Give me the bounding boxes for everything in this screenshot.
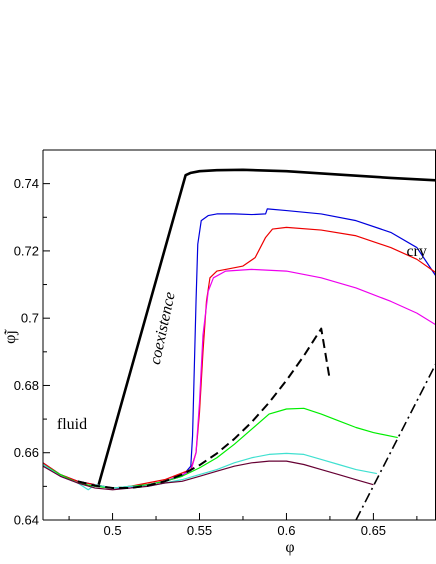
y-tick-label: 0.66: [14, 445, 39, 460]
y-tick-label: 0.74: [14, 176, 39, 191]
annotations: fluid coexistence cry: [57, 243, 427, 433]
x-tick-label: 0.6: [277, 523, 295, 538]
series-line-8: [77, 327, 331, 490]
x-axis-label: φ: [285, 539, 294, 556]
y-tick-label: 0.64: [14, 513, 39, 528]
series-line-9: [355, 363, 436, 520]
series-line-2: [43, 208, 436, 489]
y-tick-label: 0.72: [14, 243, 39, 258]
series-line-1: [97, 168, 436, 486]
series-line-5: [43, 407, 398, 489]
series-line-3: [43, 226, 436, 489]
annotation-label-2: coexistence: [147, 290, 179, 366]
series-line-6: [43, 452, 377, 491]
x-tick-label: 0.5: [104, 523, 122, 538]
x-tick-label: 0.55: [187, 523, 212, 538]
y-ticks: 0.64 0.66 0.68 0.7 0.72 0.74: [14, 176, 50, 528]
annotation-label-3: cry: [406, 243, 426, 260]
y-tick-label: 0.68: [14, 378, 39, 393]
plot-series: [43, 168, 436, 520]
series-line-7: [43, 460, 374, 491]
y-axis-label: φ̃j: [2, 329, 19, 344]
y-tick-label: 0.7: [21, 311, 39, 326]
series-line-4: [43, 268, 436, 489]
annotation-label-1: fluid: [57, 416, 87, 433]
x-ticks: 0.5 0.55 0.6 0.65: [68, 513, 418, 538]
x-tick-label: 0.65: [361, 523, 386, 538]
